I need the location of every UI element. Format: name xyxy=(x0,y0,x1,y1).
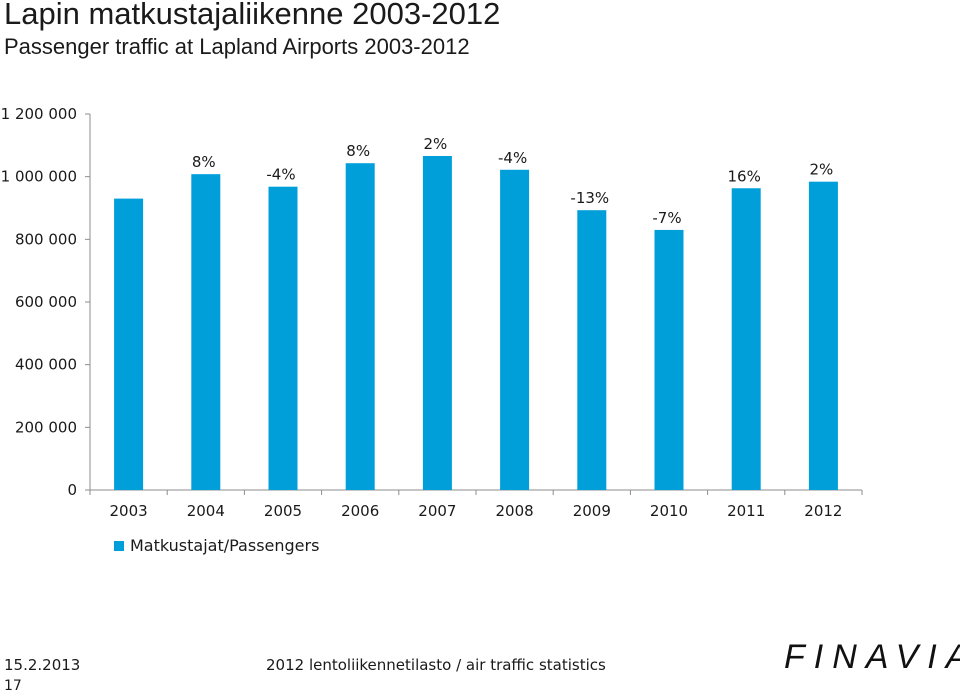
x-tick-label: 2012 xyxy=(804,502,842,520)
bar xyxy=(808,181,838,490)
data-label: -4% xyxy=(498,149,527,167)
data-label: -4% xyxy=(266,166,295,184)
data-label: 8% xyxy=(346,142,370,160)
bar xyxy=(731,188,761,490)
chart-title: Lapin matkustajaliikenne 2003-2012 xyxy=(4,0,501,31)
data-label: 2% xyxy=(424,135,448,153)
data-label: -7% xyxy=(652,209,681,227)
bar xyxy=(268,186,298,490)
x-tick-label: 2009 xyxy=(573,502,611,520)
legend-label: Matkustajat/Passengers xyxy=(130,536,320,555)
x-tick-label: 2011 xyxy=(727,502,765,520)
data-label: 8% xyxy=(192,153,216,171)
bar xyxy=(577,210,607,490)
bar xyxy=(422,155,452,490)
y-tick-label: 1 000 000 xyxy=(1,168,77,186)
legend-swatch xyxy=(114,540,124,551)
bar xyxy=(114,198,144,490)
x-tick-label: 2005 xyxy=(264,502,302,520)
y-tick-label: 800 000 xyxy=(15,230,77,248)
page-number: 17 xyxy=(4,678,22,694)
bar xyxy=(191,174,221,490)
bar xyxy=(500,169,530,491)
data-label: 2% xyxy=(810,161,834,179)
x-tick-label: 2008 xyxy=(496,502,534,520)
chart-subtitle: Passenger traffic at Lapland Airports 20… xyxy=(4,34,470,59)
x-tick-label: 2010 xyxy=(650,502,688,520)
bar xyxy=(654,229,684,490)
footer-date: 15.2.2013 xyxy=(4,656,81,674)
bar xyxy=(345,163,375,490)
legend: Matkustajat/Passengers xyxy=(114,536,319,555)
footer-caption: 2012 lentoliikennetilasto / air traffic … xyxy=(266,656,606,674)
y-tick-label: 400 000 xyxy=(15,356,77,374)
data-label: 16% xyxy=(728,167,761,185)
y-tick-label: 600 000 xyxy=(15,293,77,311)
y-tick-label: 1 200 000 xyxy=(1,105,77,123)
y-tick-label: 200 000 xyxy=(15,418,77,436)
data-label: -13% xyxy=(570,189,609,207)
x-tick-label: 2007 xyxy=(418,502,456,520)
finavia-logo: FINAVIA xyxy=(784,638,960,676)
x-tick-label: 2006 xyxy=(341,502,379,520)
x-tick-label: 2004 xyxy=(187,502,225,520)
y-tick-label: 0 xyxy=(67,481,77,499)
x-tick-label: 2003 xyxy=(110,502,148,520)
